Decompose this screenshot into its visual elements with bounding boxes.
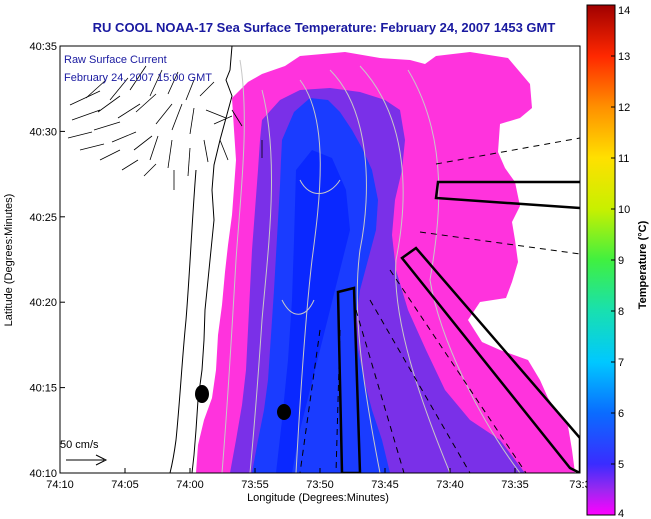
current-vectors [67,65,263,190]
colorbar-ticks: 14 13 12 11 10 9 8 7 6 5 4 [611,4,630,519]
y-tick-label: 40:25 [29,212,57,224]
coastline-detail [169,169,197,473]
x-tick-label: 73:50 [306,479,334,491]
y-axis-label: Latitude (Degrees:Minutes) [3,194,15,327]
x-axis-ticks: 74:10 74:05 74:00 73:55 73:50 73:45 73:40 73:35… [46,468,591,491]
inset-line-2: February 24, 2007 15:00 GMT [64,72,212,84]
scale-arrow [66,454,108,466]
inset-line-1: Raw Surface Current [64,54,167,66]
colorbar-tick-label: 10 [618,204,630,216]
x-tick-label: 73:35 [501,479,529,491]
x-axis-label: Longitude (Degrees:Minutes) [247,492,389,504]
colorbar-tick-label: 9 [618,255,624,267]
y-tick-label: 40:15 [29,383,57,395]
colorbar-tick-label: 12 [618,102,630,114]
x-tick-label: 74:10 [46,479,74,491]
y-tick-label: 40:30 [29,126,57,138]
colorbar-tick-label: 6 [618,408,624,420]
bathymetry-contours [221,59,521,473]
colorbar-tick-label: 7 [618,357,624,369]
station-marker [277,404,291,420]
colorbar-tick-label: 14 [618,5,630,17]
x-tick-label: 73:45 [371,479,399,491]
colorbar [586,4,616,516]
colorbar-tick-label: 4 [618,508,624,519]
colorbar-tick-label: 13 [618,51,630,63]
y-axis-ticks: 40:35 40:30 40:25 40:20 40:15 40:10 [29,41,65,480]
colorbar-tick-label: 11 [618,153,629,165]
chart-title: RU COOL NOAA-17 Sea Surface Temperature:… [93,20,556,35]
colorbar-label: Temperature (°C) [637,220,649,309]
station-marker [195,385,209,403]
scale-label: 50 cm/s [60,439,99,451]
x-tick-label: 73:40 [436,479,464,491]
x-tick-label: 74:05 [111,479,139,491]
x-tick-label: 73:3 [569,479,590,491]
plot-area [60,46,580,473]
colorbar-tick-label: 8 [618,306,624,318]
x-tick-label: 74:00 [176,479,204,491]
survey-boxes [336,180,580,473]
y-tick-label: 40:10 [29,468,57,480]
sst-cold-core [276,150,350,473]
colorbar-tick-label: 5 [618,459,624,471]
y-tick-label: 40:35 [29,41,57,53]
x-tick-label: 73:55 [241,479,269,491]
land-area [60,46,233,473]
y-tick-label: 40:20 [29,297,57,309]
